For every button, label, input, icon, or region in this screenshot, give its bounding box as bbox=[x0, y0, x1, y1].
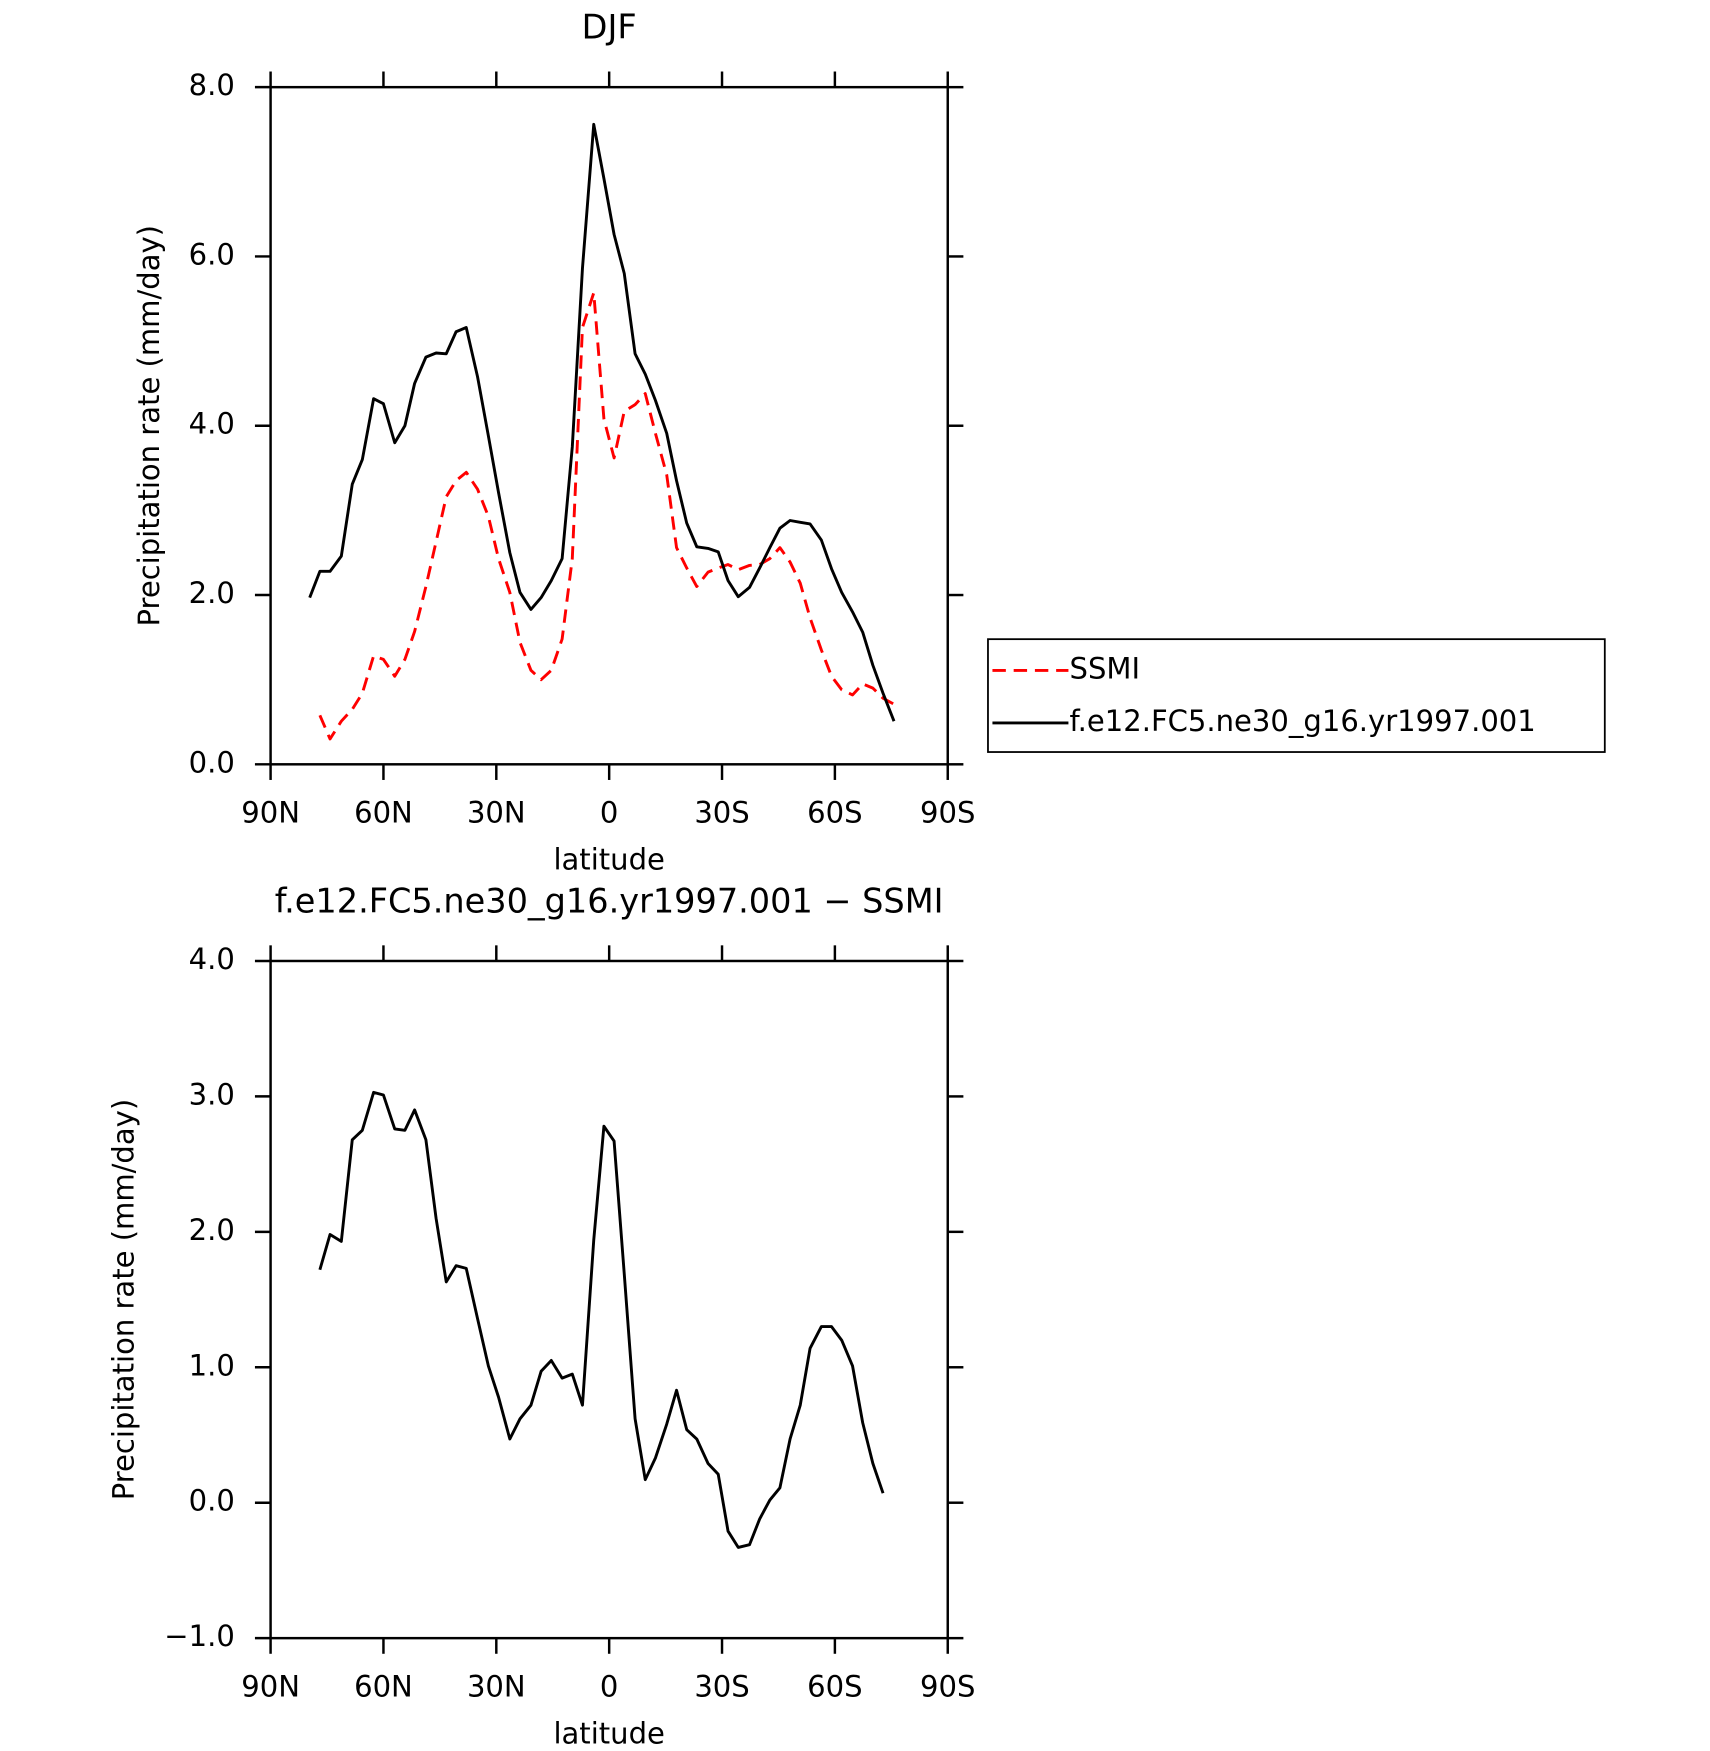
x-tick-label: 30S bbox=[694, 796, 749, 830]
y-tick-label: 0.0 bbox=[189, 745, 235, 779]
x-tick-label: 90S bbox=[920, 796, 975, 830]
x-tick-label: 60N bbox=[354, 1669, 413, 1703]
x-tick-label: 0 bbox=[600, 796, 618, 830]
legend-label: SSMI bbox=[1070, 651, 1141, 685]
y-tick-label: 2.0 bbox=[189, 1213, 235, 1247]
x-tick-label: 90N bbox=[241, 796, 300, 830]
y-tick-label: 8.0 bbox=[189, 68, 235, 102]
legend-label: f.e12.FC5.ne30_g16.yr1997.001 bbox=[1070, 704, 1536, 738]
x-tick-label: 60N bbox=[354, 796, 413, 830]
x-tick-label: 0 bbox=[600, 1669, 618, 1703]
x-tick-label: 90S bbox=[920, 1669, 975, 1703]
y-tick-label: −1.0 bbox=[164, 1619, 235, 1653]
x-axis-label: latitude bbox=[553, 1716, 664, 1750]
y-tick-label: 0.0 bbox=[189, 1484, 235, 1518]
data-line bbox=[318, 1090, 885, 1549]
y-tick-label: 6.0 bbox=[189, 237, 235, 271]
x-tick-label: 30S bbox=[694, 1669, 749, 1703]
x-axis-label: latitude bbox=[553, 843, 664, 877]
x-tick-label: 30N bbox=[467, 796, 526, 830]
x-tick-label: 60S bbox=[807, 796, 862, 830]
y-tick-label: 2.0 bbox=[189, 576, 235, 610]
x-tick-label: 90N bbox=[241, 1669, 300, 1703]
x-tick-label: 60S bbox=[807, 1669, 862, 1703]
chart-title: DJF bbox=[582, 8, 637, 47]
plot-frame bbox=[269, 959, 949, 1640]
legend-box bbox=[987, 638, 1606, 753]
y-axis-label: Precipitation rate (mm/day) bbox=[132, 225, 166, 627]
chart-title: f.e12.FC5.ne30_g16.yr1997.001 − SSMI bbox=[275, 881, 944, 920]
data-line bbox=[318, 291, 895, 741]
y-axis-label: Precipitation rate (mm/day) bbox=[106, 1099, 140, 1501]
y-tick-label: 1.0 bbox=[189, 1348, 235, 1382]
y-tick-label: 4.0 bbox=[189, 942, 235, 976]
data-line bbox=[308, 122, 896, 722]
y-tick-label: 3.0 bbox=[189, 1077, 235, 1111]
x-tick-label: 30N bbox=[467, 1669, 526, 1703]
y-tick-label: 4.0 bbox=[189, 407, 235, 441]
